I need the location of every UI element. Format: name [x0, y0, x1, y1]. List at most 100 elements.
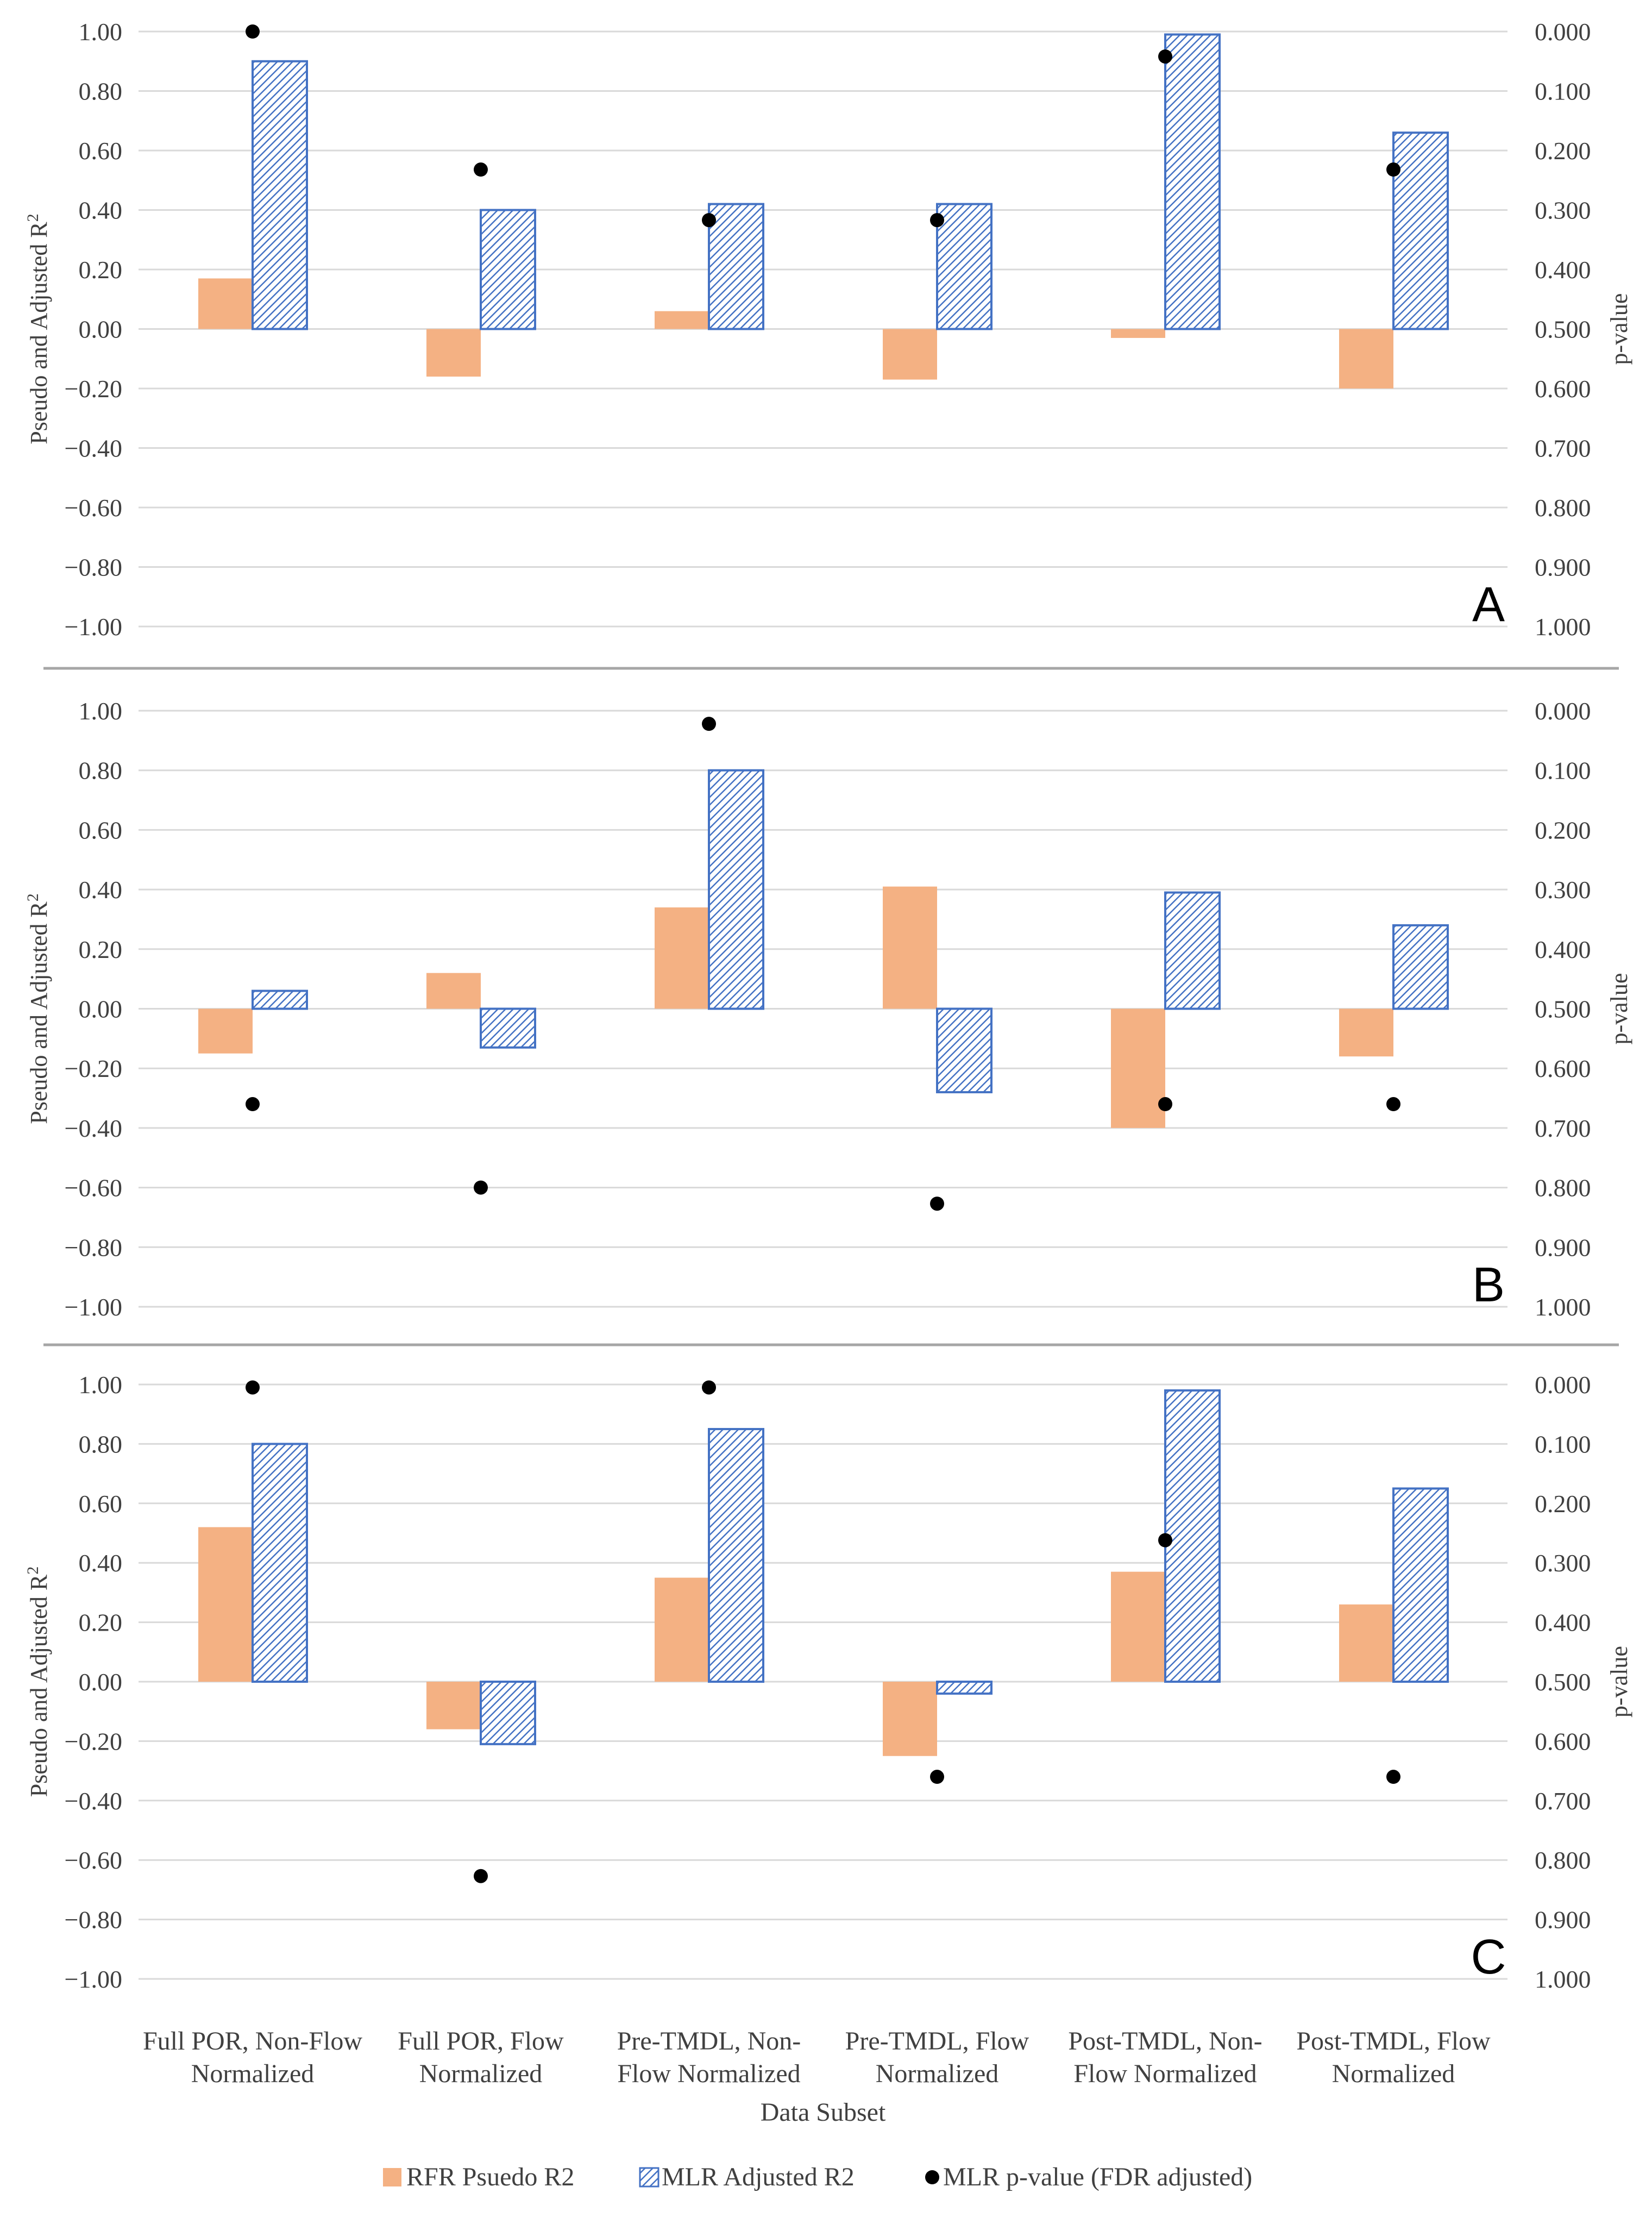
y2-tick-label: 0.000 [1535, 18, 1591, 46]
rfr-bar [198, 278, 253, 329]
y2-tick-label: 0.900 [1535, 554, 1591, 581]
y2-tick-label: 1.000 [1535, 1965, 1591, 1993]
y2-tick-label: 0.500 [1535, 995, 1591, 1023]
y-tick-label: 0.00 [79, 995, 123, 1023]
y-tick-label: −0.80 [65, 1906, 122, 1934]
pvalue-point [474, 1869, 488, 1883]
rfr-bar [426, 329, 481, 377]
y-tick-label: −0.20 [65, 375, 122, 403]
y2-tick-label: 0.100 [1535, 1430, 1591, 1458]
mlr-bar [708, 203, 764, 330]
mlr-bar [480, 1007, 536, 1049]
y2-tick-label: 0.900 [1535, 1906, 1591, 1934]
y-tick-label: −0.80 [65, 1233, 122, 1261]
panels: 1.00 0.80 0.60 0.40 0.20 0.00 −0.20 −0.40 −0.60 −… [24, 18, 1632, 1993]
mlr-bar [480, 1681, 536, 1745]
y2-tick-label: 0.300 [1535, 1549, 1591, 1577]
mlr-bar [1164, 33, 1221, 330]
y-tick-label: 0.40 [79, 1549, 123, 1577]
rfr-bar [655, 907, 709, 1009]
y2-tick-label: 0.700 [1535, 1114, 1591, 1142]
y2-axis-label: p-value [1606, 1646, 1632, 1718]
y-axis-label: Pseudo and Adjusted R2 [24, 214, 52, 444]
y-axis-label: Pseudo and Adjusted R2 [24, 893, 52, 1124]
rfr-bar [655, 1577, 709, 1682]
legend-pvalue-label: MLR p-value (FDR adjusted) [943, 2163, 1252, 2191]
mlr-bar [1392, 924, 1449, 1010]
rfr-bar [655, 311, 709, 329]
y-tick-label: −1.00 [65, 1293, 122, 1321]
pvalue-point [1386, 162, 1400, 177]
pvalue-point [1386, 1097, 1400, 1112]
pvalue-point [246, 1380, 260, 1395]
y-tick-label: 0.20 [79, 936, 123, 963]
y-tick-label: −0.60 [65, 1846, 122, 1874]
y-tick-label: 0.80 [79, 757, 123, 785]
panel-letter: B [1472, 1258, 1505, 1312]
x-category-label: Flow Normalized [1073, 2059, 1257, 2088]
y-tick-label: −0.40 [65, 1787, 122, 1815]
y-tick-label: 0.20 [79, 1609, 123, 1637]
y2-tick-label: 0.700 [1535, 1787, 1591, 1815]
pvalue-point [246, 1097, 260, 1112]
y-tick-label: −0.40 [65, 1114, 122, 1142]
rfr-bar [883, 1682, 937, 1756]
mlr-bar [252, 60, 308, 330]
legend-rfr-label: RFR Psuedo R2 [406, 2163, 574, 2191]
y2-tick-label: 0.300 [1535, 876, 1591, 904]
pvalue-point [1386, 1770, 1400, 1784]
mlr-bar [936, 1681, 993, 1695]
y2-tick-label: 0.100 [1535, 78, 1591, 105]
x-category-label: Post-TMDL, Flow [1296, 2027, 1491, 2056]
y2-tick-label: 0.800 [1535, 494, 1591, 522]
y-tick-label: 0.80 [79, 1430, 123, 1458]
y2-tick-label: 0.900 [1535, 1233, 1591, 1261]
x-axis-title: Data Subset [761, 2098, 886, 2127]
y2-tick-label: 0.600 [1535, 1727, 1591, 1755]
mlr-bar [708, 769, 764, 1010]
y-tick-label: −0.60 [65, 494, 122, 522]
y2-tick-label: 1.000 [1535, 613, 1591, 641]
y2-tick-label: 0.500 [1535, 1668, 1591, 1696]
legend-rfr-swatch [383, 2168, 401, 2186]
legend-mlr-label: MLR Adjusted R2 [662, 2163, 855, 2191]
y-tick-label: −0.80 [65, 554, 122, 581]
x-category-label: Full POR, Flow [398, 2027, 564, 2056]
y-tick-label: 1.00 [79, 18, 123, 46]
chart-panel-c: 1.00 0.80 0.60 0.40 0.20 0.00 −0.20 −0.40 −0.60 −… [24, 1371, 1632, 1993]
y2-tick-label: 1.000 [1535, 1293, 1591, 1321]
rfr-bar [198, 1527, 253, 1682]
mlr-bar [1164, 1389, 1221, 1683]
rfr-bar [1339, 329, 1393, 389]
y2-tick-label: 0.400 [1535, 1609, 1591, 1637]
x-category-label: Normalized [1332, 2059, 1455, 2088]
y-tick-label: −0.20 [65, 1727, 122, 1755]
y-axis-label: Pseudo and Adjusted R2 [24, 1567, 52, 1797]
y2-tick-label: 0.000 [1535, 1371, 1591, 1399]
y-tick-label: 0.40 [79, 876, 123, 904]
pvalue-point [930, 1770, 944, 1784]
rfr-bar [1111, 329, 1165, 338]
pvalue-point [1158, 1097, 1172, 1112]
y-tick-label: 1.00 [79, 697, 123, 725]
mlr-bar [708, 1428, 764, 1683]
x-category-label: Pre-TMDL, Non- [617, 2027, 801, 2056]
x-category-label: Full POR, Non-Flow [143, 2027, 362, 2056]
panel-letter: A [1472, 578, 1505, 632]
rfr-bar [1111, 1571, 1165, 1682]
y-tick-label: −0.20 [65, 1055, 122, 1082]
y2-tick-label: 0.400 [1535, 256, 1591, 284]
rfr-bar [1111, 1008, 1165, 1128]
y-tick-label: −1.00 [65, 613, 122, 641]
y2-tick-label: 0.700 [1535, 435, 1591, 462]
y-tick-label: 0.60 [79, 816, 123, 844]
rfr-bar [426, 973, 481, 1009]
mlr-bar [252, 1443, 308, 1683]
y2-tick-label: 0.500 [1535, 316, 1591, 343]
x-category-label: Post-TMDL, Non- [1068, 2027, 1262, 2056]
y-tick-label: 0.40 [79, 197, 123, 224]
y-tick-label: −0.40 [65, 435, 122, 462]
y-tick-label: −1.00 [65, 1965, 122, 1993]
chart-panel-a: 1.00 0.80 0.60 0.40 0.20 0.00 −0.20 −0.40 −0.60 −… [24, 18, 1632, 670]
y2-tick-label: 0.600 [1535, 1055, 1591, 1082]
